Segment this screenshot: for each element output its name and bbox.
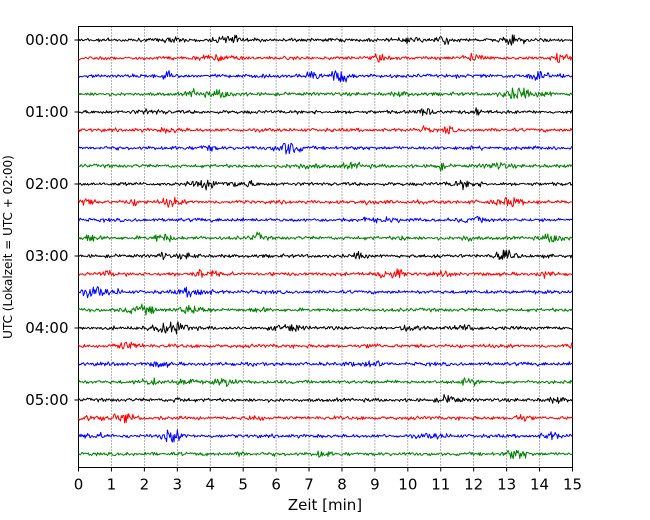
seismic-trace-line xyxy=(78,52,573,63)
seismic-trace-line xyxy=(78,107,573,116)
plot-frame xyxy=(78,26,573,468)
x-tick-label: 2 xyxy=(140,476,150,494)
x-tick-label: 5 xyxy=(238,476,248,494)
x-axis-label: Zeit [min] xyxy=(288,496,362,514)
x-tick-label: 10 xyxy=(398,476,417,494)
seismic-trace-line xyxy=(78,231,573,243)
x-tick-label: 14 xyxy=(530,476,549,494)
seismic-trace-line xyxy=(78,34,573,46)
seismic-trace-line xyxy=(78,321,573,335)
x-tick-label: 11 xyxy=(431,476,450,494)
y-axis-ticks: 00:00 01:00 02:00 03:00 04:00 05:00 xyxy=(25,31,79,409)
seismic-trace-line xyxy=(78,341,573,350)
x-tick-label: 9 xyxy=(370,476,380,494)
x-tick-label: 13 xyxy=(497,476,516,494)
x-tick-label: 3 xyxy=(173,476,183,494)
seismic-trace-line xyxy=(78,215,573,224)
seismic-trace-line xyxy=(78,196,573,208)
y-axis-label: UTC (Lokalzeit = UTC + 02:00) xyxy=(1,155,15,339)
y-tick-label: 05:00 xyxy=(25,391,68,409)
seismic-trace-line xyxy=(78,429,573,443)
x-axis-ticks: 0 1 2 3 4 5 6 7 8 9 10 11 12 13 14 15 xyxy=(74,467,582,494)
seismic-trace-line xyxy=(78,268,573,279)
y-tick-label: 03:00 xyxy=(25,247,68,265)
x-tick-label: 12 xyxy=(464,476,483,494)
seismic-trace-line xyxy=(78,393,573,404)
x-tick-label: 4 xyxy=(205,476,215,494)
y-tick-label: 01:00 xyxy=(25,103,68,121)
seismic-trace-line xyxy=(78,413,573,424)
seismic-trace-line xyxy=(78,449,573,460)
seismic-trace-line xyxy=(78,179,573,191)
seismic-trace-line xyxy=(78,87,573,99)
y-tick-label: 00:00 xyxy=(25,31,68,49)
seismic-trace-line xyxy=(78,377,573,388)
y-tick-label: 04:00 xyxy=(25,319,68,337)
seismic-trace-line xyxy=(78,303,573,316)
x-tick-label: 8 xyxy=(337,476,347,494)
x-tick-label: 0 xyxy=(74,476,84,494)
seismic-trace-line xyxy=(78,142,573,155)
seismic-trace-line xyxy=(78,161,573,172)
y-tick-label: 02:00 xyxy=(25,175,68,193)
seismic-trace-line xyxy=(78,125,573,135)
seismic-trace-line xyxy=(78,249,573,261)
seismic-trace-line xyxy=(78,360,573,368)
seismic-trace-line xyxy=(78,286,573,299)
seismic-trace-line xyxy=(78,70,573,83)
x-tick-label: 15 xyxy=(563,476,582,494)
seismic-traces xyxy=(78,34,573,460)
x-tick-label: 6 xyxy=(271,476,281,494)
x-tick-label: 7 xyxy=(304,476,314,494)
x-tick-label: 1 xyxy=(107,476,117,494)
